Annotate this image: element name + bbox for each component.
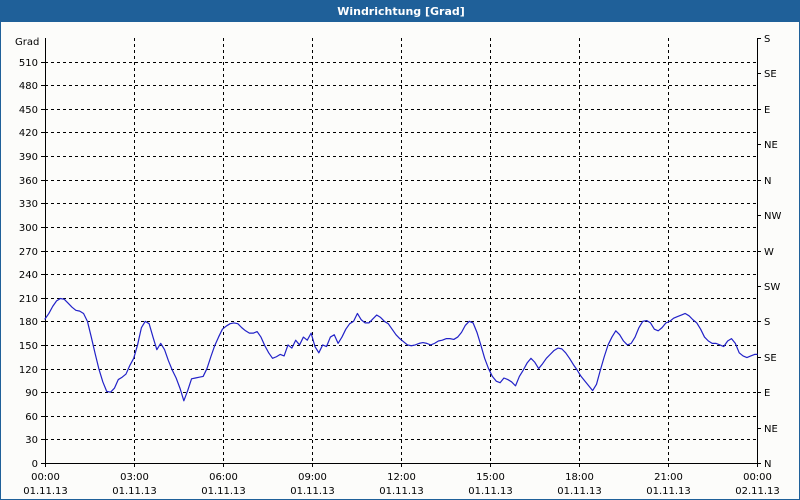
y-tick-label: 480 bbox=[19, 81, 38, 92]
y-tick-label: 330 bbox=[19, 199, 38, 210]
x-tick-label-date: 01.11.13 bbox=[23, 486, 68, 497]
y2-tick-label: N bbox=[764, 176, 771, 187]
x-axis-ticks: 00:00 01.11.13 03:00 01.11.13 06:00 01.11.13 0… bbox=[23, 463, 780, 497]
y2-tick-label: NE bbox=[764, 424, 778, 435]
wind-direction-series bbox=[44, 297, 758, 402]
y-tick-label: 300 bbox=[19, 223, 38, 234]
x-tick-label-date: 01.11.13 bbox=[201, 486, 246, 497]
x-tick-label-date: 01.11.13 bbox=[290, 486, 335, 497]
y2-tick-label: E bbox=[764, 105, 770, 116]
wind-direction-line-chart: 0 30 60 90 120 150 180 210 240 270 300 330 360 390 420… bbox=[15, 34, 781, 497]
y-axis-left-ticks: 0 30 60 90 120 150 180 210 240 270 300 330 360 390 420… bbox=[19, 58, 45, 470]
x-tick-label-date: 01.11.13 bbox=[112, 486, 157, 497]
y-axis-unit-label: Grad bbox=[15, 37, 39, 48]
y-tick-label: 0 bbox=[32, 459, 38, 470]
x-tick-label-time: 15:00 bbox=[476, 472, 505, 483]
y2-tick-label: S bbox=[764, 34, 770, 45]
y-tick-label: 60 bbox=[25, 412, 38, 423]
y-tick-label: 180 bbox=[19, 317, 38, 328]
x-tick-label-time: 03:00 bbox=[120, 472, 149, 483]
y-tick-label: 90 bbox=[25, 388, 38, 399]
y2-tick-label: W bbox=[764, 247, 774, 258]
window-title: Windrichtung [Grad] bbox=[1, 1, 800, 22]
y2-tick-label: E bbox=[764, 388, 770, 399]
x-tick-label-date: 01.11.13 bbox=[468, 486, 513, 497]
x-tick-label-time: 06:00 bbox=[209, 472, 238, 483]
x-tick-label-time: 21:00 bbox=[654, 472, 683, 483]
y-tick-label: 390 bbox=[19, 152, 38, 163]
plot-frame bbox=[45, 38, 758, 464]
y-axis-right-ticks: N NE E SE S SW W NW N NE E SE S bbox=[757, 34, 781, 470]
y-tick-label: 510 bbox=[19, 58, 38, 69]
y-tick-label: 120 bbox=[19, 365, 38, 376]
y-tick-label: 450 bbox=[19, 105, 38, 116]
x-tick-label-date: 02.11.13 bbox=[735, 486, 780, 497]
vertical-gridlines bbox=[134, 38, 669, 463]
y2-tick-label: NE bbox=[764, 140, 778, 151]
y-tick-label: 270 bbox=[19, 247, 38, 258]
x-tick-label-date: 01.11.13 bbox=[379, 486, 424, 497]
y-tick-label: 150 bbox=[19, 341, 38, 352]
x-tick-label-time: 00:00 bbox=[743, 472, 772, 483]
y2-tick-label: SW bbox=[764, 282, 780, 293]
y-tick-label: 420 bbox=[19, 128, 38, 139]
y-tick-label: 30 bbox=[25, 435, 38, 446]
x-tick-label-time: 12:00 bbox=[387, 472, 416, 483]
x-tick-label-time: 00:00 bbox=[31, 472, 60, 483]
y-tick-label: 210 bbox=[19, 294, 38, 305]
y2-tick-label: SE bbox=[764, 69, 777, 80]
x-tick-label-time: 18:00 bbox=[565, 472, 594, 483]
y2-tick-label: SE bbox=[764, 353, 777, 364]
y2-tick-label: S bbox=[764, 317, 770, 328]
y2-tick-label: NW bbox=[764, 211, 781, 222]
axis-frame bbox=[45, 38, 758, 464]
x-tick-label-time: 09:00 bbox=[298, 472, 327, 483]
y2-tick-label: N bbox=[764, 459, 771, 470]
chart-area: 0 30 60 90 120 150 180 210 240 270 300 330 360 390 420… bbox=[1, 22, 799, 499]
x-tick-label-date: 01.11.13 bbox=[646, 486, 691, 497]
x-tick-label-date: 01.11.13 bbox=[557, 486, 602, 497]
y-tick-label: 360 bbox=[19, 176, 38, 187]
y-tick-label: 240 bbox=[19, 270, 38, 281]
